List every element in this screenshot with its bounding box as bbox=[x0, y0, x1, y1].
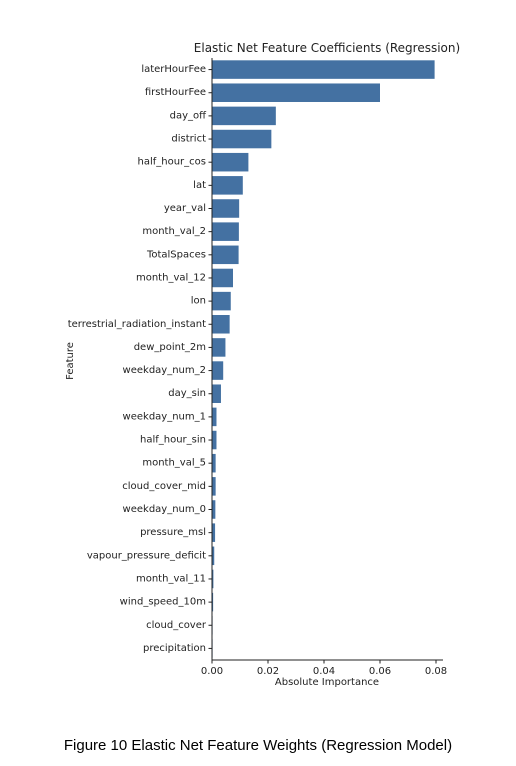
y-tick-label: half_hour_sin bbox=[140, 435, 206, 446]
x-axis-label: Absolute Importance bbox=[275, 677, 379, 688]
x-tick-label: 0.00 bbox=[201, 666, 223, 677]
bars-group bbox=[212, 60, 435, 658]
y-tick-label: terrestrial_radiation_instant bbox=[68, 319, 206, 330]
bar-lon bbox=[212, 291, 231, 311]
bar-chart: Elastic Net Feature Coefficients (Regres… bbox=[65, 41, 460, 688]
y-tick-label: month_val_2 bbox=[142, 226, 206, 237]
y-tick-label: month_val_11 bbox=[136, 573, 206, 584]
y-tick-label: wind_speed_10m bbox=[120, 597, 206, 608]
bar-wind_speed_10m bbox=[212, 592, 214, 612]
y-tick-label: vapour_pressure_deficit bbox=[87, 550, 206, 561]
y-tick-label: firstHourFee bbox=[145, 87, 206, 98]
y-tick-label: month_val_5 bbox=[142, 458, 206, 469]
bar-pressure_msl bbox=[212, 523, 216, 542]
y-tick-label: district bbox=[171, 134, 206, 145]
bar-half_hour_sin bbox=[212, 430, 217, 450]
y-tick-label: cloud_cover bbox=[146, 620, 207, 631]
y-tick-label: lon bbox=[191, 296, 206, 307]
y-tick-label: month_val_12 bbox=[136, 272, 206, 283]
y-tick-label: pressure_msl bbox=[140, 527, 206, 538]
y-tick-label: dew_point_2m bbox=[134, 342, 206, 353]
y-axis-ticks: laterHourFee firstHourFee day_off district h… bbox=[68, 64, 212, 654]
bar-cloud_cover_mid bbox=[212, 477, 216, 496]
y-tick-label: precipitation bbox=[143, 643, 206, 654]
bar-half_hour_cos bbox=[212, 152, 249, 172]
bar-dew_point_2m bbox=[212, 338, 226, 357]
bar-weekday_num_0 bbox=[212, 500, 216, 519]
x-tick-label: 0.08 bbox=[425, 666, 447, 677]
y-tick-label: cloud_cover_mid bbox=[122, 481, 206, 492]
y-tick-label: year_val bbox=[164, 203, 206, 214]
chart-title: Elastic Net Feature Coefficients (Regres… bbox=[194, 41, 460, 55]
bar-terrestrial_radiation_instant bbox=[212, 315, 230, 334]
bar-firstHourFee bbox=[212, 83, 380, 102]
bar-lat bbox=[212, 176, 243, 195]
bar-weekday_num_1 bbox=[212, 407, 217, 427]
y-tick-label: TotalSpaces bbox=[146, 249, 206, 260]
y-tick-label: lat bbox=[193, 180, 206, 191]
x-tick-label: 0.02 bbox=[257, 666, 279, 677]
bar-vapour_pressure_deficit bbox=[212, 546, 215, 566]
y-axis-label: Feature bbox=[65, 342, 76, 380]
y-tick-label: weekday_num_2 bbox=[123, 365, 206, 376]
bar-weekday_num_2 bbox=[212, 361, 224, 380]
bar-day_off bbox=[212, 106, 276, 126]
bar-year_val bbox=[212, 199, 240, 218]
y-tick-label: day_sin bbox=[168, 388, 206, 399]
y-tick-label: weekday_num_1 bbox=[123, 411, 206, 422]
x-tick-label: 0.04 bbox=[313, 666, 335, 677]
bar-day_sin bbox=[212, 384, 221, 403]
bar-month_val_2 bbox=[212, 222, 239, 241]
x-axis-ticks: 0.00 0.02 0.04 0.06 0.08 bbox=[201, 660, 447, 677]
y-tick-label: half_hour_cos bbox=[138, 157, 207, 168]
bar-month_val_5 bbox=[212, 453, 216, 473]
x-tick-label: 0.06 bbox=[369, 666, 391, 677]
y-tick-label: weekday_num_0 bbox=[123, 504, 206, 515]
bar-district bbox=[212, 129, 272, 149]
bar-month_val_11 bbox=[212, 569, 214, 589]
bar-TotalSpaces bbox=[212, 245, 239, 265]
y-tick-label: day_off bbox=[170, 110, 208, 121]
bar-laterHourFee bbox=[212, 60, 435, 79]
figure-caption: Figure 10 Elastic Net Feature Weights (R… bbox=[63, 737, 453, 754]
bar-month_val_12 bbox=[212, 268, 233, 288]
y-tick-label: laterHourFee bbox=[141, 64, 206, 75]
